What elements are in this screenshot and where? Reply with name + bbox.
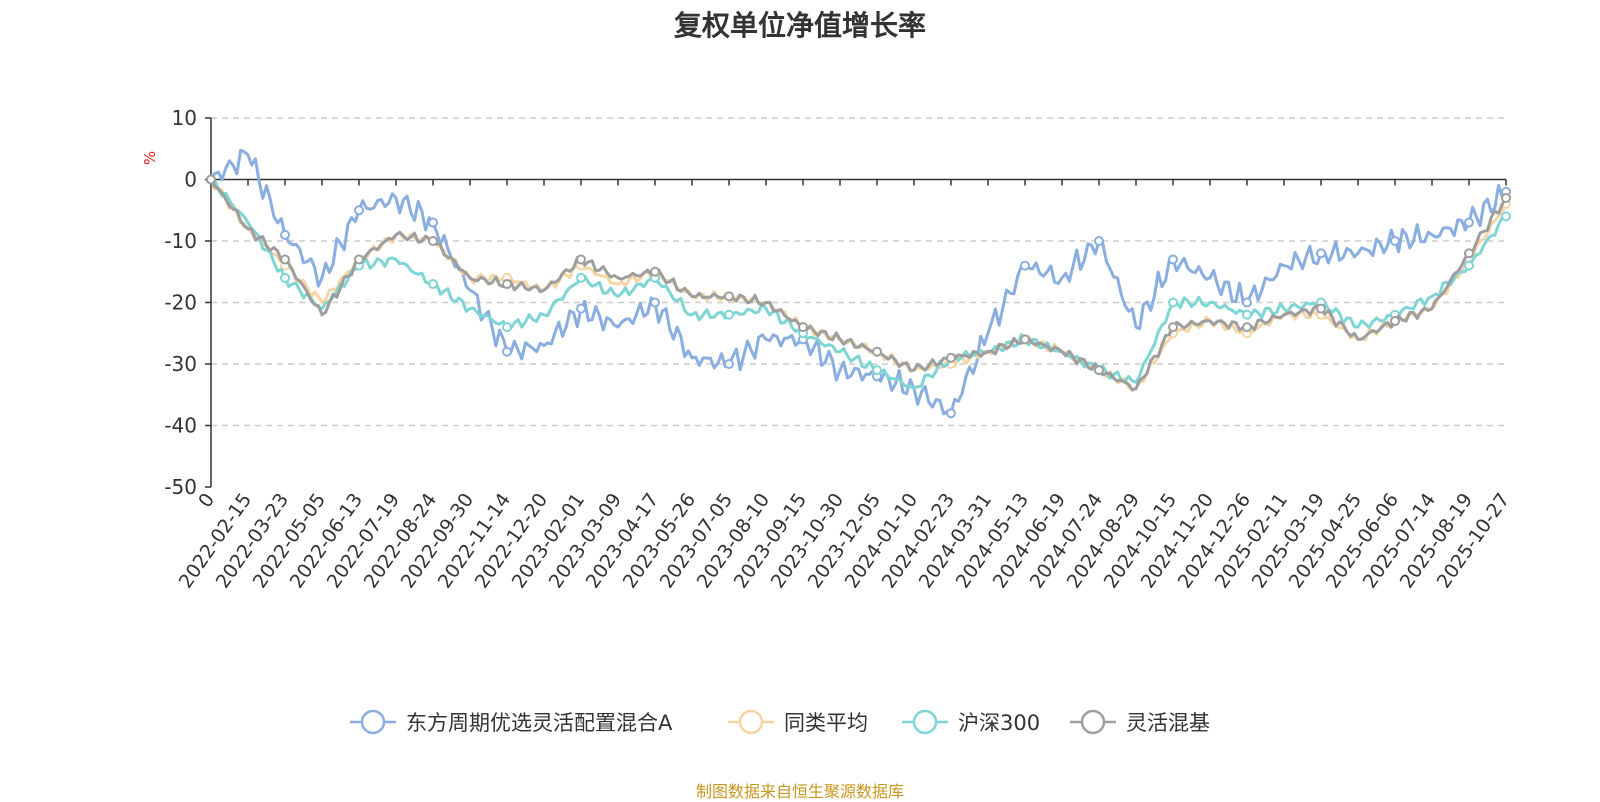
data-point [1390, 236, 1400, 246]
data-point [1094, 236, 1104, 246]
legend-item-3[interactable]: 灵活混基 [1070, 709, 1210, 735]
data-point [502, 279, 512, 290]
x-tick-label: 0 [194, 489, 219, 512]
data-point [1464, 248, 1474, 259]
data-point [502, 346, 512, 357]
data-point [428, 236, 438, 246]
y-tick-label: 10 [172, 106, 197, 130]
data-point [280, 254, 290, 265]
data-point [502, 322, 512, 333]
legend-marker[interactable] [1080, 709, 1106, 735]
data-point [576, 272, 586, 283]
data-point [872, 346, 882, 357]
data-point [1168, 254, 1178, 265]
legend-item-0[interactable]: 东方周期优选灵活配置混合A [350, 709, 673, 735]
data-point [354, 205, 364, 216]
data-point [1390, 315, 1400, 326]
data-point [724, 359, 734, 369]
data-source-note: 制图数据来自恒生聚源数据库 [695, 782, 904, 801]
data-point [1242, 297, 1252, 308]
y-tick-label: -10 [164, 229, 197, 253]
data-point [1242, 309, 1252, 320]
data-point [576, 303, 586, 314]
y-tick-label: -40 [164, 414, 197, 438]
series-0 [206, 148, 1511, 419]
data-point [280, 229, 290, 240]
series-layer [206, 148, 1511, 419]
y-axis-label: % [141, 151, 159, 165]
series-line [209, 148, 1508, 416]
series-3 [206, 174, 1511, 392]
data-point [650, 297, 660, 308]
data-point [1020, 334, 1030, 345]
data-point [1464, 260, 1474, 271]
legend-item-1[interactable]: 同类平均 [728, 709, 868, 735]
grid-layer [211, 117, 1506, 427]
y-tick-label: 0 [184, 168, 197, 192]
legend-label[interactable]: 东方周期优选灵活配置混合A [406, 711, 673, 735]
series-line [209, 178, 1508, 392]
axis-layer: 100-10-20-30-40-50%02022-02-152022-03-23… [141, 106, 1514, 592]
data-point [798, 322, 808, 333]
legend[interactable]: 东方周期优选灵活配置混合A 同类平均 沪深300 灵活混基 [350, 709, 1210, 735]
series-2 [206, 174, 1511, 391]
data-point [206, 174, 216, 185]
data-point [1242, 322, 1252, 333]
data-point [724, 291, 734, 302]
legend-marker[interactable] [912, 709, 938, 735]
y-tick-label: -30 [164, 352, 197, 376]
data-point [724, 309, 734, 320]
data-point [1094, 365, 1104, 376]
data-point [946, 352, 956, 363]
legend-marker[interactable] [360, 709, 386, 735]
data-point [280, 272, 290, 283]
data-point [428, 217, 438, 228]
data-point [1501, 192, 1511, 203]
legend-item-2[interactable]: 沪深300 [902, 709, 1040, 735]
data-point [872, 365, 882, 376]
chart-title: 复权单位净值增长率 [673, 9, 926, 42]
y-tick-label: -20 [164, 291, 197, 315]
data-point [946, 408, 956, 419]
legend-label[interactable]: 灵活混基 [1126, 711, 1210, 735]
data-point [1020, 260, 1030, 271]
y-tick-label: -50 [164, 475, 197, 499]
series-line [210, 178, 1507, 391]
data-point [1168, 322, 1178, 333]
data-point [576, 254, 586, 265]
legend-label[interactable]: 沪深300 [958, 711, 1040, 735]
data-point [650, 266, 660, 277]
data-point [428, 279, 438, 290]
data-point [1501, 211, 1511, 222]
data-point [1464, 217, 1474, 228]
legend-label[interactable]: 同类平均 [784, 711, 868, 735]
data-point [354, 254, 364, 265]
data-point [1168, 297, 1178, 308]
data-point [1316, 303, 1326, 314]
legend-marker[interactable] [738, 709, 764, 735]
data-point [1316, 248, 1326, 259]
